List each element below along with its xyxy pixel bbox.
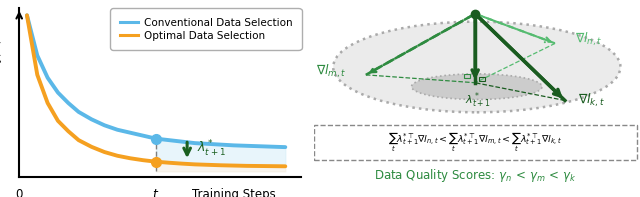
Text: $\nabla l_{m,t}$: $\nabla l_{m,t}$ (316, 62, 346, 80)
FancyBboxPatch shape (314, 125, 637, 160)
Text: $\lambda^*_{t+1}$: $\lambda^*_{t+1}$ (465, 91, 492, 110)
Ellipse shape (412, 74, 542, 99)
Text: $\sum_t \lambda^{*\top}_{t+1}\nabla l_{n,t} < \sum_t \lambda^{*\top}_{t+1}\nabla: $\sum_t \lambda^{*\top}_{t+1}\nabla l_{n… (388, 130, 562, 154)
Bar (479, 77, 484, 81)
Text: $\lambda^*_{t+1}$: $\lambda^*_{t+1}$ (198, 139, 227, 159)
Legend: Conventional Data Selection, Optimal Data Selection: Conventional Data Selection, Optimal Dat… (113, 11, 298, 47)
Text: 0: 0 (15, 189, 23, 197)
Text: Downstream Loss $J(\theta_t)$: Downstream Loss $J(\theta_t)$ (0, 38, 4, 156)
Text: $\nabla l_{k,t}$: $\nabla l_{k,t}$ (578, 92, 605, 109)
Text: Training Steps: Training Steps (192, 189, 275, 197)
Ellipse shape (333, 22, 620, 112)
Text: $t$: $t$ (152, 189, 160, 197)
Bar (464, 74, 470, 78)
Text: $\nabla l_{n,t}$: $\nabla l_{n,t}$ (575, 31, 602, 48)
Text: Data Quality Scores: $\gamma_n\,<\,\gamma_m\,<\,\gamma_k$: Data Quality Scores: $\gamma_n\,<\,\gamm… (374, 167, 577, 184)
